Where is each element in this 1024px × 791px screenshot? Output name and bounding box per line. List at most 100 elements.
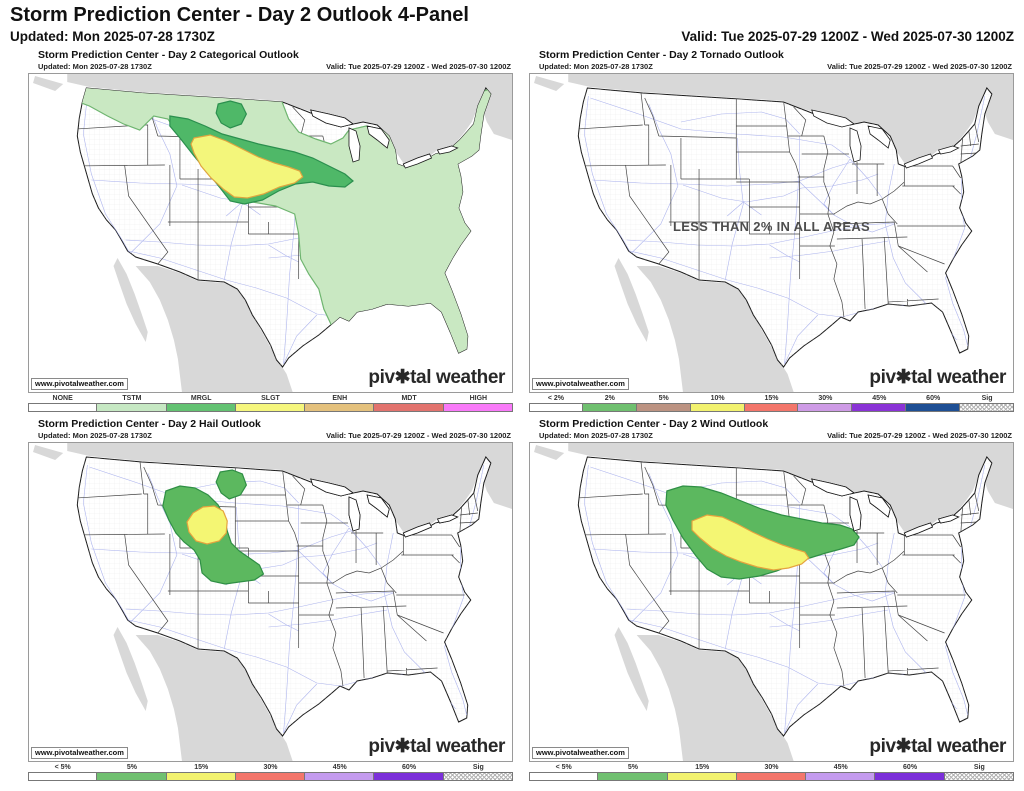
legend-item-60: 60% (905, 395, 961, 412)
slgt-area (190, 134, 304, 199)
legend-item-2: < 2% (529, 395, 583, 412)
legend-label: SLGT (261, 395, 280, 402)
legend-item-45: 45% (805, 764, 876, 781)
legend-label: 45% (872, 395, 887, 402)
legend-swatch (96, 403, 167, 412)
legend-swatch (597, 772, 668, 781)
page-title: Storm Prediction Center - Day 2 Outlook … (10, 4, 469, 26)
legend-swatch (442, 403, 513, 412)
legend-item-30: 30% (735, 764, 807, 781)
legend-label: MRGL (190, 395, 212, 402)
legend-tornado: < 2% 2% 5% 10% 15% 30% 45% 60% Sig (529, 395, 1015, 412)
legend-label: MDT (401, 395, 417, 402)
legend-label: ENH (332, 395, 348, 402)
legend-swatch (373, 772, 444, 781)
legend-swatch (797, 403, 853, 412)
map-frame: www.pivotalweather.com piv✱tal weather (28, 73, 513, 393)
pivotal-weather-logo: piv✱tal weather (366, 366, 507, 389)
legend-label: 15% (764, 395, 779, 402)
page-updated-text: Updated: Mon 2025-07-28 1730Z (10, 29, 215, 44)
legend-label: Sig (973, 764, 985, 771)
legend-label: 30% (263, 764, 278, 771)
legend-item-sig: Sig (442, 764, 513, 781)
legend-item-5: 5% (96, 764, 167, 781)
panel-valid-text: Valid: Tue 2025-07-29 1200Z - Wed 2025-0… (827, 62, 1012, 71)
legend-swatch (905, 403, 961, 412)
legend-swatch (165, 403, 236, 412)
panel-wind: Storm Prediction Center - Day 2 Wind Out… (529, 418, 1014, 781)
legend-swatch (689, 403, 745, 412)
legend-label: 10% (710, 395, 725, 402)
legend-label: < 5% (54, 764, 71, 771)
panel-categorical: Storm Prediction Center - Day 2 Categori… (28, 49, 513, 412)
legend-label: 15% (194, 764, 209, 771)
page-header: Storm Prediction Center - Day 2 Outlook … (0, 0, 1024, 45)
legend-item-sig: Sig (959, 395, 1015, 412)
legend-item-30: 30% (797, 395, 853, 412)
legend-swatch (666, 772, 737, 781)
legend-item-60: 60% (874, 764, 945, 781)
panel-title: Storm Prediction Center - Day 2 Categori… (38, 49, 299, 61)
legend-wind: < 5% 5% 15% 30% 45% 60% Sig (529, 764, 1014, 781)
legend-item-2: 2% (581, 395, 637, 412)
legend-label: < 5% (555, 764, 572, 771)
legend-swatch (373, 403, 444, 412)
legend-swatch (442, 772, 513, 781)
legend-swatch (304, 403, 375, 412)
legend-label: 5% (627, 764, 638, 771)
panel-updated-text: Updated: Mon 2025-07-28 1730Z (38, 431, 152, 440)
watermark: www.pivotalweather.com (532, 378, 629, 390)
legend-label: < 2% (547, 395, 565, 402)
legend-swatch (304, 772, 375, 781)
legend-label: 45% (833, 764, 848, 771)
legend-label: HIGH (469, 395, 488, 402)
map-frame: www.pivotalweather.com piv✱tal weather (28, 442, 513, 762)
legend-item-10: 10% (689, 395, 745, 412)
legend-label: 5% (126, 764, 137, 771)
legend-label: 60% (903, 764, 918, 771)
legend-item-mrgl: MRGL (165, 395, 236, 412)
map-frame: www.pivotalweather.com piv✱tal weather (529, 442, 1014, 762)
legend-swatch (28, 403, 98, 412)
legend-item-45: 45% (304, 764, 375, 781)
legend-item-15: 15% (666, 764, 737, 781)
legend-swatch (743, 403, 799, 412)
legend-item-5: < 5% (28, 764, 98, 781)
legend-swatch (805, 772, 876, 781)
panel-title: Storm Prediction Center - Day 2 Hail Out… (38, 418, 261, 430)
legend-swatch (635, 403, 691, 412)
legend-item-15: 15% (743, 395, 799, 412)
legend-item-45: 45% (851, 395, 907, 412)
legend-item-slgt: SLGT (234, 395, 306, 412)
legend-label: 60% (926, 395, 941, 402)
panel-hail: Storm Prediction Center - Day 2 Hail Out… (28, 418, 513, 781)
us-map-wind (530, 443, 1013, 761)
legend-swatch (581, 403, 637, 412)
legend-swatch (851, 403, 907, 412)
wind-15pct-area (691, 514, 810, 571)
panel-valid-text: Valid: Tue 2025-07-29 1200Z - Wed 2025-0… (827, 431, 1012, 440)
legend-label: 5% (658, 395, 669, 402)
legend-swatch (28, 772, 98, 781)
panel-updated-text: Updated: Mon 2025-07-28 1730Z (539, 62, 653, 71)
legend-label: 30% (764, 764, 779, 771)
legend-item-15: 15% (165, 764, 236, 781)
panel-tornado: Storm Prediction Center - Day 2 Tornado … (529, 49, 1015, 412)
legend-item-enh: ENH (304, 395, 375, 412)
legend-label: 2% (604, 395, 615, 402)
legend-item-5: 5% (597, 764, 668, 781)
panel-valid-text: Valid: Tue 2025-07-29 1200Z - Wed 2025-0… (326, 62, 511, 71)
legend-item-none: NONE (28, 395, 98, 412)
panel-valid-text: Valid: Tue 2025-07-29 1200Z - Wed 2025-0… (326, 431, 511, 440)
watermark: www.pivotalweather.com (31, 747, 128, 759)
legend-label: NONE (52, 395, 73, 402)
panel-title: Storm Prediction Center - Day 2 Wind Out… (539, 418, 769, 430)
legend-swatch (165, 772, 236, 781)
us-map-categorical (29, 74, 512, 392)
map-frame: www.pivotalweather.com piv✱tal weather L… (529, 73, 1014, 393)
legend-swatch (96, 772, 167, 781)
legend-swatch (234, 403, 306, 412)
us-map-tornado (530, 74, 1013, 392)
legend-swatch (943, 772, 1014, 781)
legend-swatch (234, 772, 306, 781)
